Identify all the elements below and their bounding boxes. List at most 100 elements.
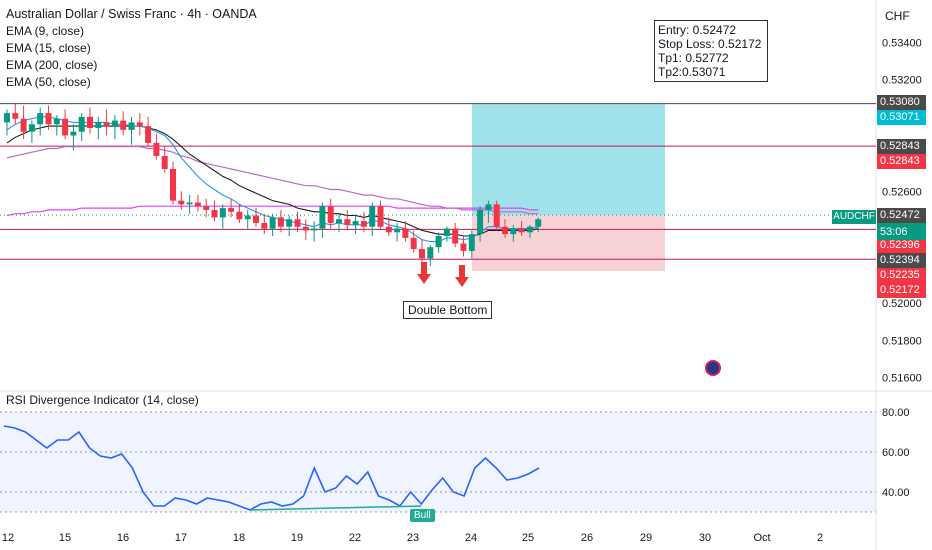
candle [344,209,351,231]
candle [402,221,409,242]
candle-body [62,118,69,136]
candle [369,202,376,237]
rsi-title[interactable]: RSI Divergence Indicator (14, close) [6,393,199,407]
y-tick-label: 0.52000 [882,298,922,310]
rsi-tick-label: 40.00 [882,487,910,499]
candle-body [178,200,185,205]
candle-body [161,155,168,169]
candle-body [526,226,533,233]
x-tick-label: 15 [59,532,71,544]
candle-body [170,168,176,201]
ema-50-label[interactable]: EMA (50, close) [6,75,91,89]
ema-15-label[interactable]: EMA (15, close) [6,41,91,55]
candle-body [219,208,226,218]
candle-body [261,222,268,229]
candle [468,230,475,259]
x-tick-label: 19 [291,532,303,544]
candle [211,200,218,222]
candle [253,208,259,227]
candle-body [186,202,193,205]
trade-info-box[interactable]: Entry: 0.52472 Stop Loss: 0.52172 Tp1: 0… [654,20,768,82]
candle-body [510,228,517,235]
candle-body [502,226,508,235]
candle-body [385,226,392,233]
x-tick-label: 30 [699,532,711,544]
bull-divergence-label: Bull [410,509,435,522]
candle-body [294,219,301,227]
symbol-tag[interactable]: AUDCHF [832,210,876,224]
candle [194,195,201,212]
candle [311,221,318,242]
candle [95,116,102,140]
candle [45,105,52,130]
candle [261,213,268,235]
y-tick-label: 0.51800 [882,335,922,347]
candle-body [20,118,27,132]
candle [186,195,193,214]
rsi-line [3,425,540,511]
candle-body [493,204,500,227]
entry-text: Entry: 0.52472 [658,23,737,37]
candle [352,215,359,235]
candle-body [136,122,143,127]
y-tick-label: 0.53400 [882,37,922,49]
candle-body [28,124,35,132]
candle-body [377,206,384,227]
candle [28,120,35,143]
candle-body [477,209,484,235]
x-tick-label: 26 [581,532,593,544]
candle-body [518,228,525,233]
candle [294,211,301,233]
candle-body [78,116,85,132]
ema-9-label[interactable]: EMA (9, close) [6,24,85,38]
candle [535,217,542,233]
candle-body [95,122,102,129]
candle-body [244,215,251,220]
divergence-line [250,505,422,511]
candle [203,198,210,218]
candle-body [336,219,342,223]
candle [12,103,19,125]
candle-body [485,204,492,210]
double-bottom-annotation[interactable]: Double Bottom [403,301,493,319]
candle [302,219,309,240]
price-label: 0.53080 [877,94,926,110]
symbol-title[interactable]: Australian Dollar / Swiss Franc · 4h · O… [6,7,257,21]
ema-200-label[interactable]: EMA (200, close) [6,58,98,72]
candle [394,222,401,242]
candle [526,224,533,238]
candle-body [236,211,243,220]
ema-50-line [6,146,539,215]
candle [136,113,143,136]
candle-body [203,206,210,210]
x-tick-label: 16 [117,532,129,544]
candle-body [302,226,309,231]
candle-body [311,228,318,231]
candle [327,198,334,229]
candle [485,200,492,223]
candle [518,221,525,237]
x-tick-label: 2 [817,532,823,544]
candle [244,209,251,229]
flag-icon[interactable] [705,360,721,376]
candle-body [286,219,293,227]
candle [410,230,417,253]
candle [20,105,27,140]
candle-body [211,209,218,218]
candle [128,116,135,145]
candle [62,109,69,140]
candle [178,191,185,210]
candle [510,224,517,242]
x-tick-label: 29 [640,532,652,544]
price-label: 0.52396 [877,238,926,254]
candle [427,245,434,266]
down-arrow-icon [455,265,469,287]
candle [87,107,93,134]
x-tick-label: 12 [2,532,14,544]
currency-label[interactable]: CHF [885,9,910,23]
candle [319,202,326,238]
candle-body [45,113,52,125]
stop-loss-text: Stop Loss: 0.52172 [658,37,762,51]
candle-body [12,113,19,119]
